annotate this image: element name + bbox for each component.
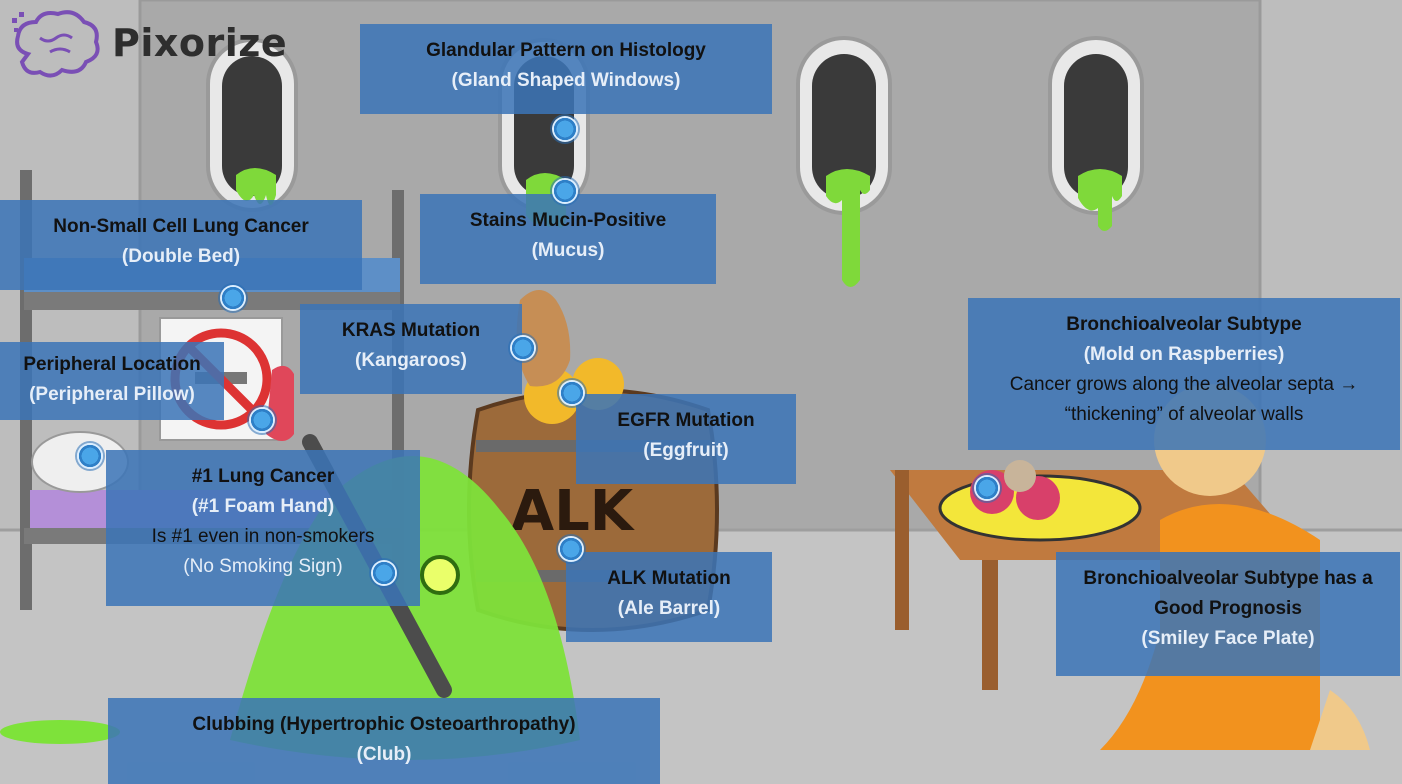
label-title: Glandular Pattern on Histology [426, 40, 706, 61]
pixorize-logo: Pixorize [10, 8, 287, 78]
label-number1-lung-cancer: #1 Lung Cancer (#1 Foam Hand) Is #1 even… [106, 450, 420, 606]
brand-name: Pixorize [112, 21, 288, 65]
label-title: Peripheral Location [23, 354, 201, 375]
barrel-text: ALK [511, 479, 636, 544]
label-title: Bronchioalveolar Subtype [1066, 314, 1302, 335]
window-4 [1048, 36, 1144, 231]
hotspot-alk-mutation[interactable] [558, 536, 584, 562]
label-alk-mutation: ALK Mutation (Ale Barrel) [566, 552, 772, 642]
label-mnemonic: (Mucus) [531, 240, 605, 261]
label-mnemonic: (Eggfruit) [643, 440, 729, 461]
brain-icon [12, 10, 100, 78]
label-bronchioalveolar-subtype: Bronchioalveolar Subtype (Mold on Raspbe… [968, 298, 1400, 450]
label-clubbing: Clubbing (Hypertrophic Osteoarthropathy)… [108, 698, 660, 784]
label-title: EGFR Mutation [617, 410, 755, 431]
hotspot-clubbing[interactable] [371, 560, 397, 586]
label-detail: Cancer grows along the alveolar septa → … [1009, 374, 1359, 425]
hotspot-nsclc[interactable] [220, 285, 246, 311]
hotspot-pillow[interactable] [77, 443, 103, 469]
label-mnemonic: (Peripheral Pillow) [29, 384, 195, 405]
label-egfr-mutation: EGFR Mutation (Eggfruit) [576, 394, 796, 484]
hotspot-peripheral-location[interactable] [249, 407, 275, 433]
label-good-prognosis: Bronchioalveolar Subtype has a Good Prog… [1056, 552, 1400, 676]
label-mnemonic: (#1 Foam Hand) [191, 496, 335, 517]
label-mnemonic: (Mold on Raspberries) [1083, 344, 1285, 365]
hotspot-egfr-mutation[interactable] [559, 380, 585, 406]
label-detail-mnemonic: (No Smoking Sign) [183, 556, 343, 577]
label-title: Stains Mucin-Positive [469, 210, 667, 231]
label-mnemonic: (Smiley Face Plate) [1141, 628, 1315, 649]
label-mucin-positive: Stains Mucin-Positive (Mucus) [420, 194, 716, 284]
hotspot-mucin-positive[interactable] [552, 178, 578, 204]
label-title: KRAS Mutation [341, 320, 481, 341]
label-nsclc: Non-Small Cell Lung Cancer (Double Bed) [0, 200, 362, 290]
label-peripheral-location: Peripheral Location (Peripheral Pillow) [0, 342, 224, 420]
label-detail: Is #1 even in non-smokers [151, 526, 375, 547]
label-title: #1 Lung Cancer [191, 466, 335, 487]
label-mnemonic: (Double Bed) [121, 246, 241, 267]
label-kras-mutation: KRAS Mutation (Kangaroos) [300, 304, 522, 394]
hotspot-glandular-pattern[interactable] [552, 116, 578, 142]
hotspot-bronchioalveolar[interactable] [974, 475, 1000, 501]
label-title: Bronchioalveolar Subtype has a Good Prog… [1083, 568, 1373, 619]
label-mnemonic: (Kangaroos) [355, 350, 467, 371]
label-title: ALK Mutation [607, 568, 731, 589]
kangaroo [516, 290, 571, 387]
label-mnemonic: (Club) [356, 744, 412, 765]
label-glandular-pattern: Glandular Pattern on Histology (Gland Sh… [360, 24, 772, 114]
window-3 [796, 36, 892, 287]
label-title: Clubbing (Hypertrophic Osteoarthropathy) [192, 714, 576, 735]
label-mnemonic: (Ale Barrel) [617, 598, 721, 619]
label-title: Non-Small Cell Lung Cancer [53, 216, 309, 237]
hotspot-kras-mutation[interactable] [510, 335, 536, 361]
label-mnemonic: (Gland Shaped Windows) [451, 70, 681, 91]
